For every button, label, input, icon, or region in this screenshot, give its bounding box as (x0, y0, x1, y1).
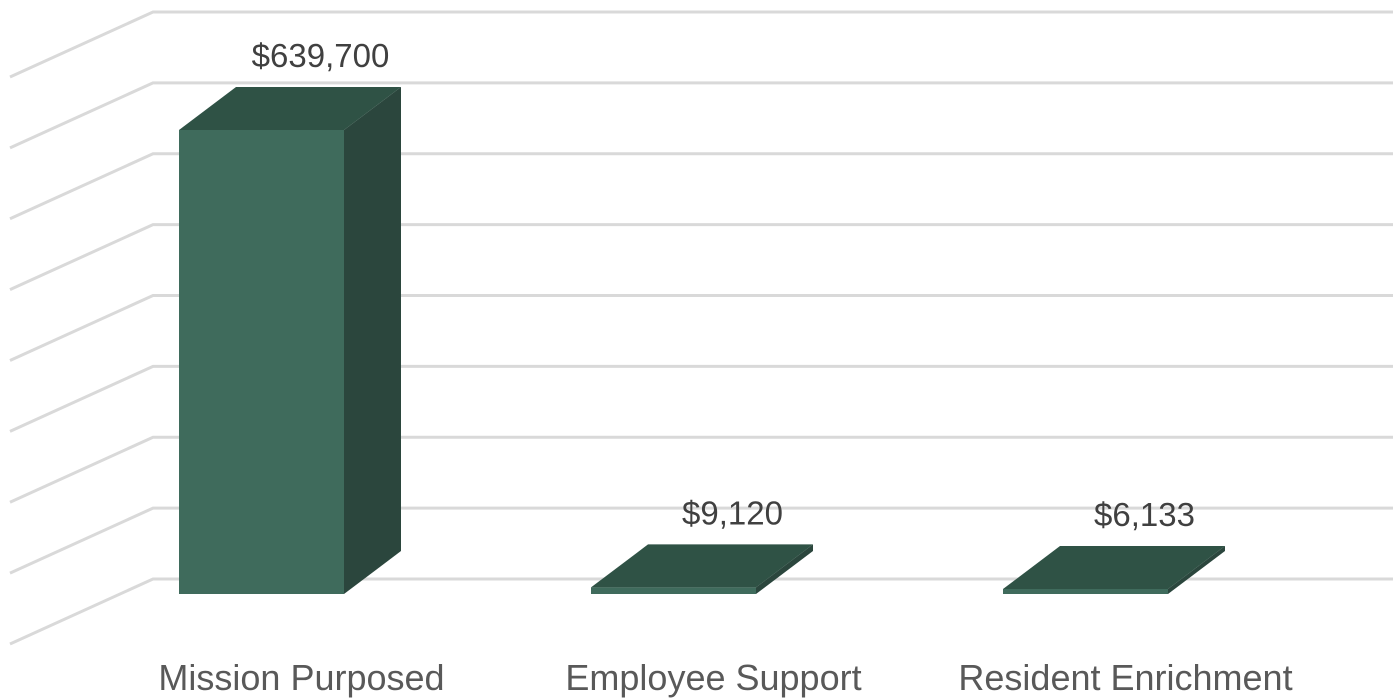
bar-front (591, 587, 756, 594)
bar-side (344, 87, 401, 594)
gridline (9, 506, 1393, 575)
bar-side (1168, 546, 1225, 594)
data-label: $9,120 (682, 494, 783, 531)
gridline (9, 223, 1393, 291)
category-label: Mission Purposed (158, 657, 444, 698)
bar (591, 544, 813, 594)
bar-front (179, 130, 344, 594)
bar (1003, 546, 1225, 594)
bar-top (179, 87, 401, 130)
gridline (9, 435, 1393, 504)
category-label: Resident Enrichment (958, 657, 1292, 698)
data-label: $639,700 (252, 37, 390, 74)
bar-side (756, 544, 813, 594)
category-label: Employee Support (565, 657, 861, 698)
gridline (9, 10, 1393, 79)
bar-front (1003, 589, 1168, 594)
gridline (9, 577, 1393, 646)
gridline (9, 294, 1393, 362)
gridline (9, 364, 1393, 433)
bar (179, 87, 401, 594)
bar-top (591, 544, 813, 588)
data-label: $6,133 (1094, 496, 1195, 533)
gridlines (9, 10, 1393, 646)
data-labels: $639,700 $9,120 $6,133 (252, 37, 1195, 533)
gridline (9, 81, 1393, 150)
bar-top (1003, 546, 1225, 589)
bars (179, 87, 1225, 594)
category-labels: Mission Purposed Employee Support Resident… (158, 657, 1292, 698)
gridline (9, 152, 1393, 221)
